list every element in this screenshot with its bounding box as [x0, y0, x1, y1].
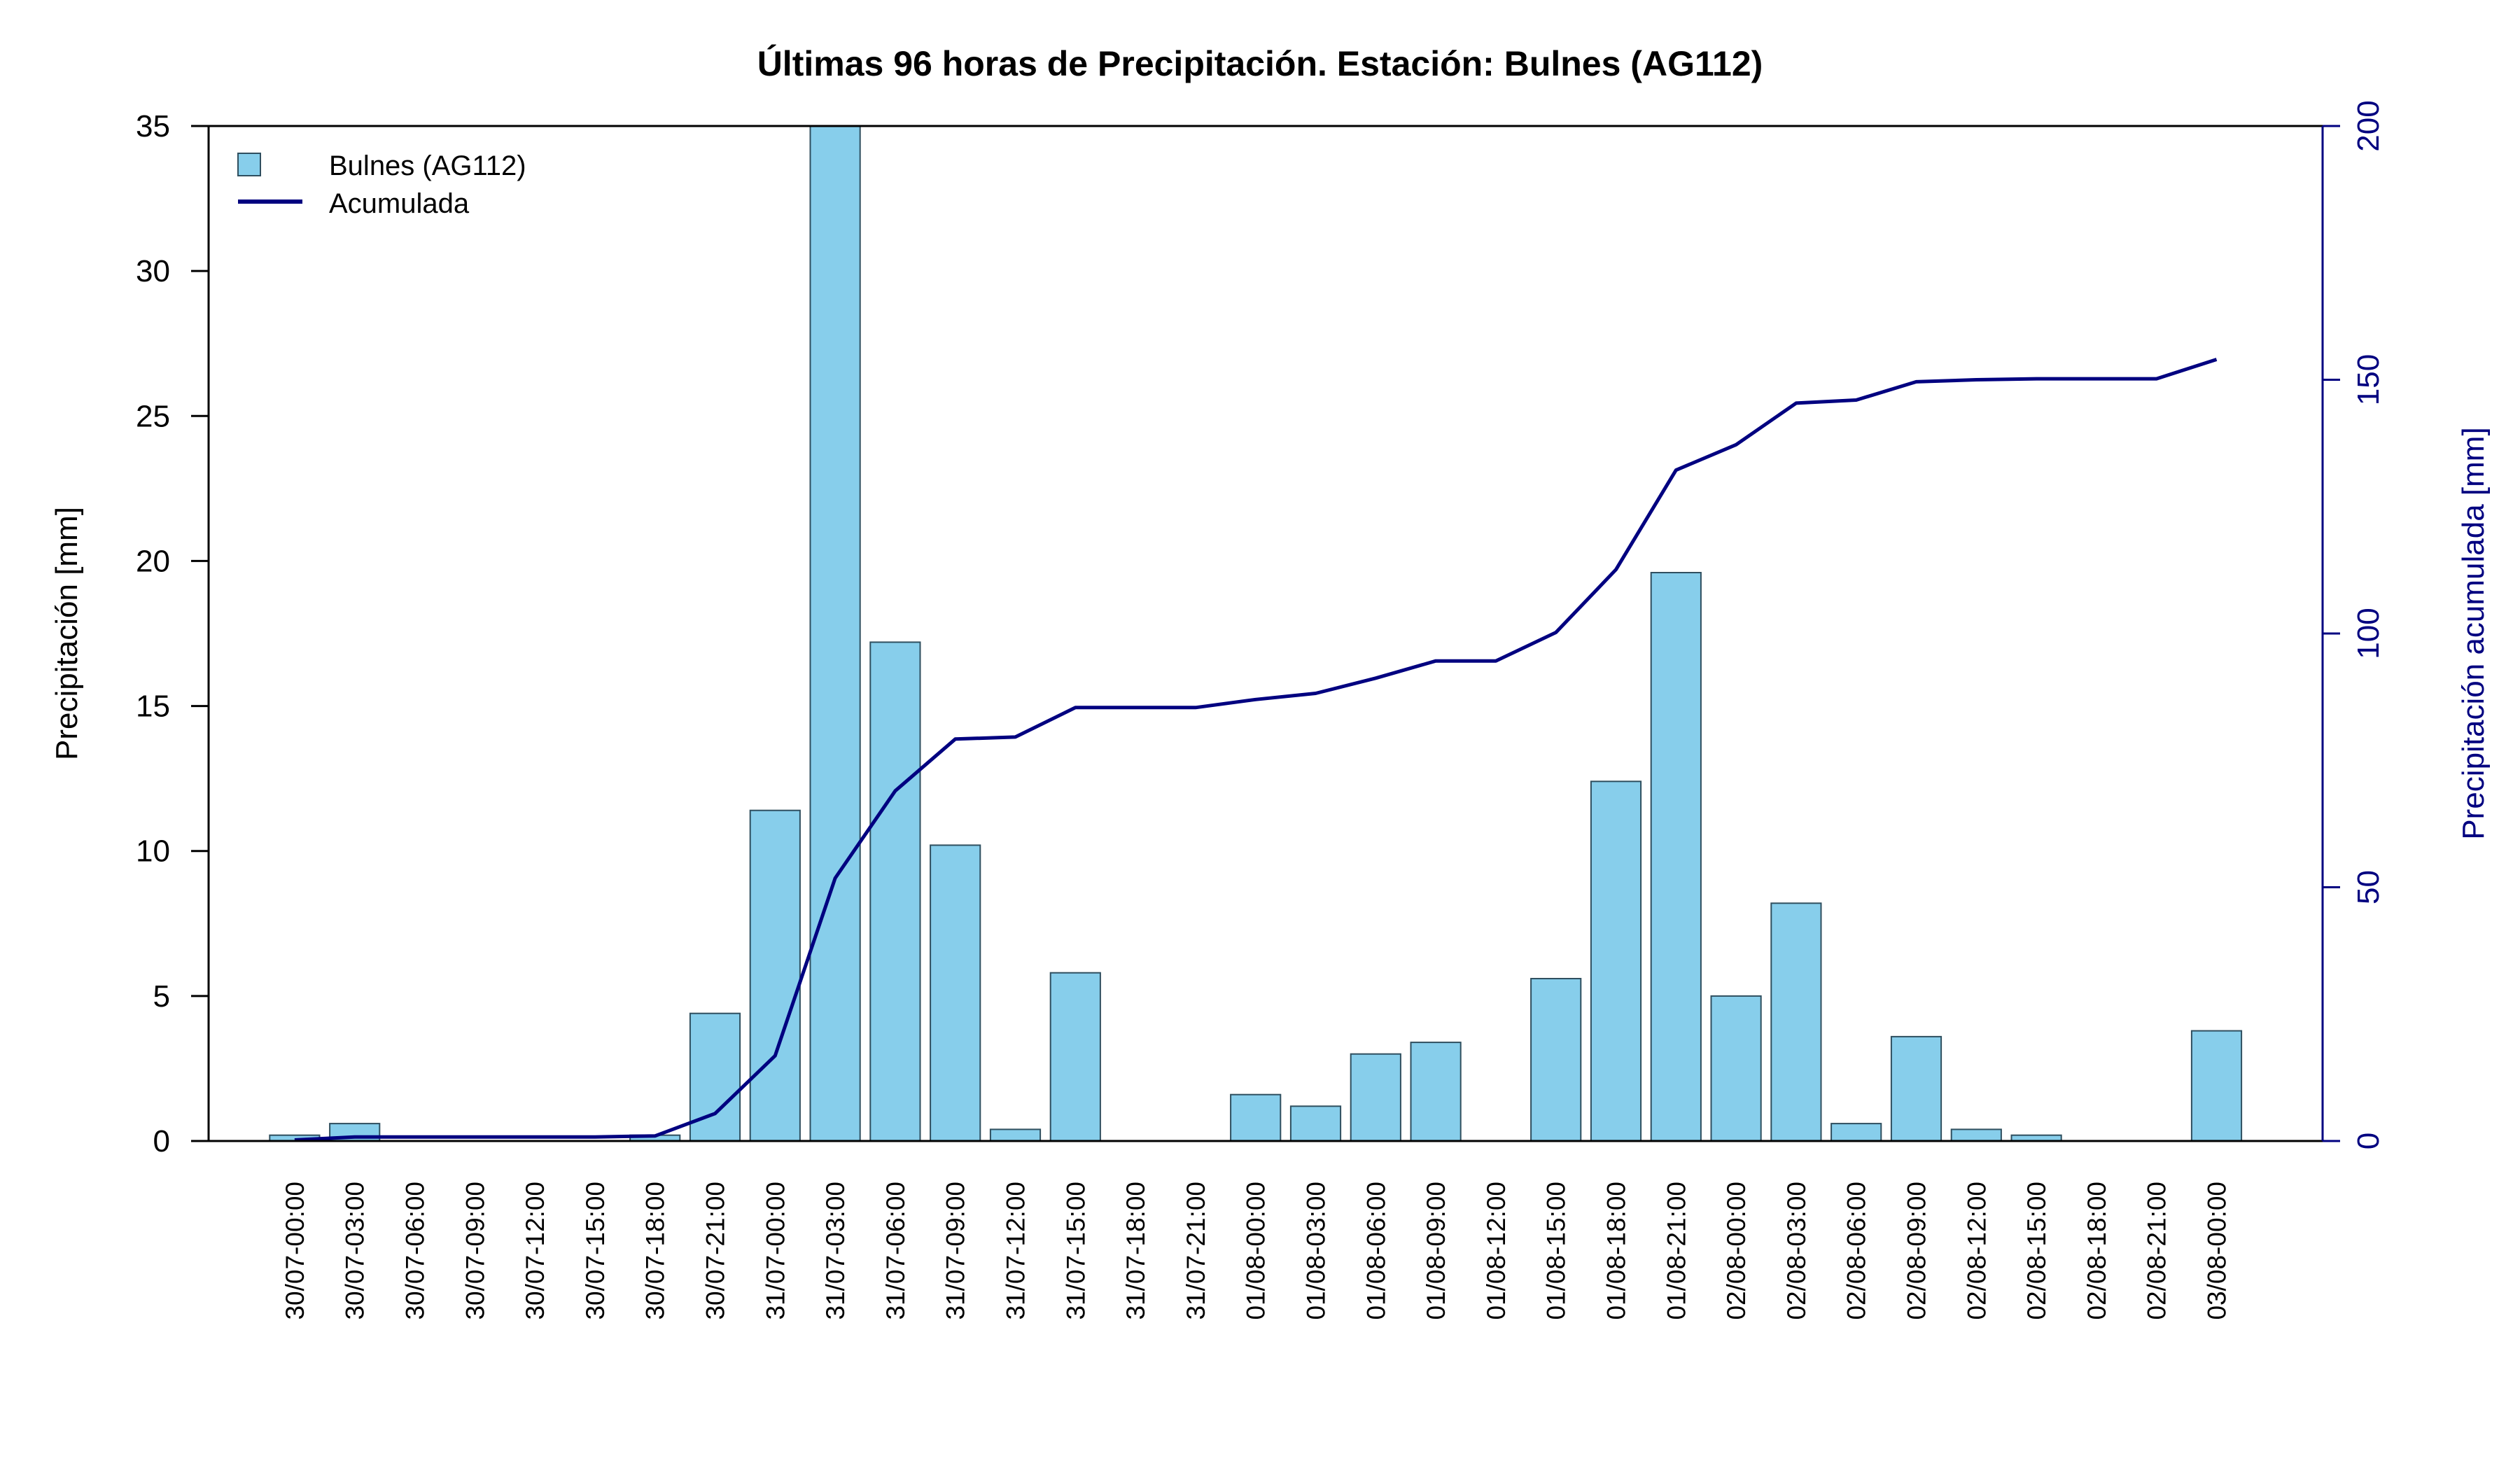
x-tick-label: 30/07-06:00: [401, 1182, 430, 1320]
x-tick-label: 30/07-15:00: [581, 1182, 610, 1320]
bar: [930, 844, 981, 1142]
bar: [1049, 972, 1101, 1142]
bar: [1830, 1123, 1882, 1142]
plot-frame: [207, 125, 2324, 1142]
bar: [1650, 572, 1702, 1142]
y-tick-label: 5: [153, 979, 170, 1014]
bar-series: [269, 125, 2243, 1142]
x-tick-label: 31/07-21:00: [1182, 1182, 1210, 1320]
bar: [1410, 1042, 1462, 1142]
x-tick-label: 02/08-03:00: [1782, 1182, 1811, 1320]
bar: [2190, 1030, 2243, 1142]
x-tick-label: 30/07-00:00: [281, 1182, 309, 1320]
y2-axis-label: Precipitación acumulada [mm]: [2456, 427, 2491, 839]
cumulative-line: [294, 358, 2218, 1142]
y-tick-label: 15: [136, 690, 170, 724]
y-tick-label: 20: [136, 544, 170, 578]
y-axis-label: Precipitación [mm]: [50, 507, 84, 760]
x-tick-label: 31/07-06:00: [881, 1182, 910, 1320]
x-tick-label: 30/07-09:00: [461, 1182, 489, 1320]
bar: [749, 809, 801, 1142]
x-tick-label: 31/07-18:00: [1121, 1182, 1150, 1320]
bar: [1950, 1128, 2002, 1142]
x-tick-label: 02/08-00:00: [1722, 1182, 1751, 1320]
x-tick-label: 01/08-15:00: [1542, 1182, 1571, 1320]
x-tick-label: 31/07-03:00: [821, 1182, 850, 1320]
x-tick-label: 01/08-12:00: [1482, 1182, 1511, 1320]
y-tick-label: 0: [153, 1124, 170, 1158]
x-tick-label: 31/07-15:00: [1061, 1182, 1090, 1320]
x-tick-label: 01/08-00:00: [1242, 1182, 1270, 1320]
bar: [1590, 780, 1642, 1142]
y-tick-label: 30: [136, 254, 170, 288]
x-tick-label: 01/08-06:00: [1362, 1182, 1390, 1320]
bar: [1890, 1035, 1942, 1142]
x-tick-label: 01/08-03:00: [1302, 1182, 1331, 1320]
bar: [1289, 1105, 1342, 1142]
left-axis: 0 5 10 15 20 25 30 35: [136, 109, 210, 1158]
y2-tick-label: 0: [2351, 1133, 2386, 1149]
bar: [1710, 995, 1762, 1142]
right-axis: 0 50 100 150 200: [2321, 100, 2386, 1149]
x-tick-label: 31/07-09:00: [941, 1182, 970, 1320]
y2-tick-label: 100: [2351, 608, 2386, 659]
x-tick-label: 01/08-18:00: [1602, 1182, 1631, 1320]
y-tick-label: 25: [136, 399, 170, 433]
x-tick-label: 31/07-12:00: [1002, 1182, 1030, 1320]
x-tick-label: 30/07-18:00: [641, 1182, 670, 1320]
bar: [869, 641, 921, 1142]
x-tick-label: 01/08-21:00: [1662, 1182, 1690, 1320]
legend-line-label: Acumulada: [329, 188, 470, 219]
x-axis-labels: 30/07-00:00 30/07-03:00 30/07-06:00 30/07-0…: [281, 1182, 2232, 1320]
x-tick-label: 02/08-18:00: [2082, 1182, 2111, 1320]
chart-title: Últimas 96 horas de Precipitación. Estac…: [757, 44, 1763, 83]
x-tick-label: 02/08-15:00: [2022, 1182, 2051, 1320]
bar: [1530, 978, 1582, 1142]
y-tick-label: 10: [136, 834, 170, 869]
bar: [989, 1128, 1042, 1142]
bar: [1770, 902, 1822, 1142]
plot-area: [207, 125, 2324, 1142]
x-tick-label: 02/08-21:00: [2143, 1182, 2171, 1320]
y2-tick-label: 150: [2351, 354, 2386, 405]
x-tick-label: 30/07-12:00: [521, 1182, 550, 1320]
x-tick-label: 31/07-00:00: [761, 1182, 790, 1320]
y-tick-label: 35: [136, 109, 170, 144]
bar: [809, 125, 861, 1142]
x-tick-label: 01/08-09:00: [1422, 1182, 1450, 1320]
x-tick-label: 02/08-09:00: [1903, 1182, 1931, 1320]
x-tick-label: 30/07-03:00: [341, 1182, 370, 1320]
y2-tick-label: 50: [2351, 870, 2386, 904]
y2-tick-label: 200: [2351, 100, 2386, 151]
bar: [1230, 1093, 1282, 1142]
x-tick-label: 02/08-06:00: [1842, 1182, 1871, 1320]
x-tick-label: 03/08-00:00: [2203, 1182, 2232, 1320]
legend-bar-swatch: [237, 153, 261, 176]
legend: Bulnes (AG112) Acumulada: [237, 150, 526, 219]
legend-bar-label: Bulnes (AG112): [329, 150, 526, 181]
bar: [1350, 1053, 1401, 1142]
x-tick-label: 30/07-21:00: [701, 1182, 730, 1320]
x-tick-label: 02/08-12:00: [1962, 1182, 1991, 1320]
